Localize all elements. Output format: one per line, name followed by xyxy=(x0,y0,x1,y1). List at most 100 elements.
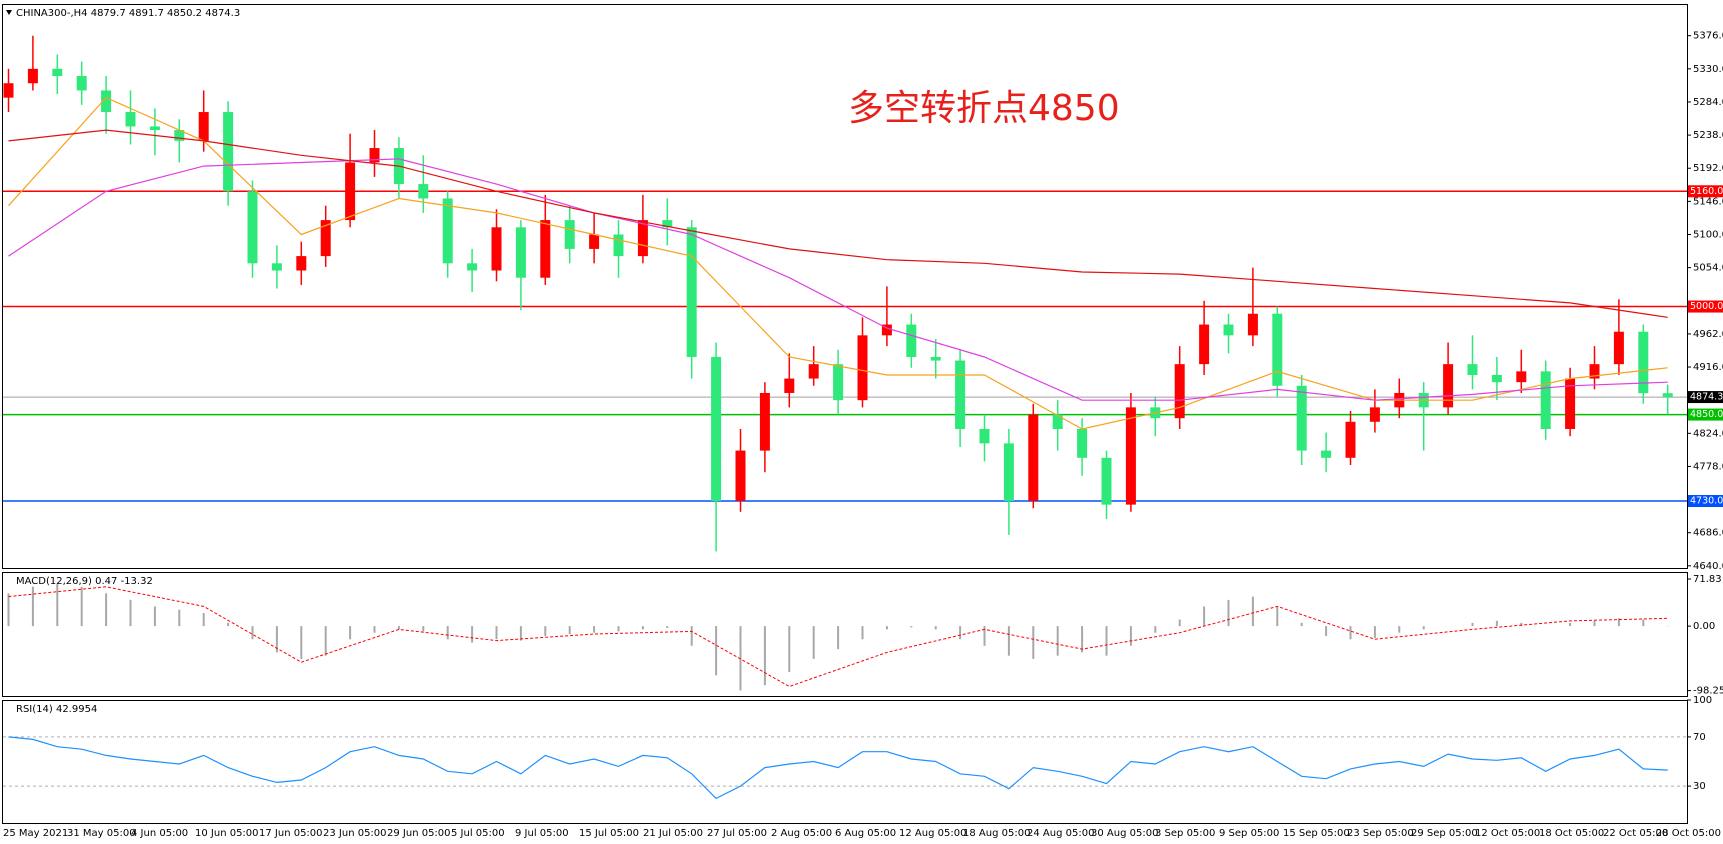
candle-body xyxy=(637,220,648,257)
x-tick-label: 6 Aug 05:00 xyxy=(835,828,896,839)
y-tick-label: 5284.0 xyxy=(1693,97,1723,108)
y-tick-label: 4778.0 xyxy=(1693,461,1723,472)
x-tick-label: 27 Jul 05:00 xyxy=(707,828,767,839)
candle-body xyxy=(735,450,746,502)
y-tick-label: -98.25 xyxy=(1693,686,1723,697)
x-tick-label: 3 Sep 05:00 xyxy=(1155,828,1215,839)
candle-body xyxy=(1369,407,1380,422)
x-tick-label: 28 Oct 05:00 xyxy=(1656,828,1721,839)
candle-body xyxy=(833,364,844,401)
candle-body xyxy=(1662,393,1673,398)
candle-body xyxy=(491,227,502,271)
candle-body xyxy=(979,428,990,444)
x-tick-label: 2 Aug 05:00 xyxy=(771,828,832,839)
level-label: 4874.3 xyxy=(1690,392,1723,403)
x-tick-label: 17 Jun 05:00 xyxy=(259,828,323,839)
x-tick-label: 4 Jun 05:00 xyxy=(131,828,188,839)
x-tick-label: 5 Jul 05:00 xyxy=(451,828,505,839)
y-tick-label: 4962.0 xyxy=(1693,329,1723,340)
x-tick-label: 31 May 05:00 xyxy=(67,828,136,839)
candle-body xyxy=(1516,371,1527,383)
rsi-panel xyxy=(2,700,1688,824)
x-tick-label: 18 Aug 05:00 xyxy=(963,828,1030,839)
y-tick-label: 4824.0 xyxy=(1693,428,1723,439)
y-tick-label: 5100.0 xyxy=(1693,229,1723,240)
candle-body xyxy=(1077,428,1088,458)
candle-body xyxy=(149,126,160,131)
candle-body xyxy=(1345,421,1356,458)
x-tick-label: 12 Aug 05:00 xyxy=(899,828,966,839)
y-tick-label: 71.83 xyxy=(1693,574,1722,585)
candle-body xyxy=(1540,371,1551,429)
moving-average xyxy=(8,96,1668,430)
x-tick-label: 12 Oct 05:00 xyxy=(1475,828,1540,839)
macd-signal xyxy=(8,586,1668,688)
x-tick-label: 10 Jun 05:00 xyxy=(195,828,259,839)
candle-body xyxy=(1589,364,1600,379)
y-tick-label: 5376.0 xyxy=(1693,31,1723,42)
y-tick-label: 5146.0 xyxy=(1693,196,1723,207)
candle-body xyxy=(784,378,795,393)
candle-body xyxy=(1199,324,1210,365)
candle-body xyxy=(1223,324,1234,336)
x-tick-label: 25 May 2021 xyxy=(3,828,68,839)
panel-title: RSI(14) 42.9954 xyxy=(16,704,97,715)
candle-body xyxy=(1247,313,1258,336)
y-tick-label: 70 xyxy=(1693,732,1706,743)
x-tick-label: 23 Sep 05:00 xyxy=(1347,828,1414,839)
x-tick-label: 9 Jul 05:00 xyxy=(515,828,569,839)
candle-body xyxy=(955,360,966,429)
panel-title: MACD(12,26,9) 0.47 -13.32 xyxy=(16,576,153,587)
candle-body xyxy=(76,76,87,91)
candle-body xyxy=(296,256,307,271)
level-label: 5160.0 xyxy=(1690,186,1723,197)
candle-body xyxy=(1491,374,1502,383)
candle-body xyxy=(515,227,526,278)
candle-body xyxy=(467,263,478,271)
candle-body xyxy=(906,324,917,357)
candle-body xyxy=(1613,331,1624,365)
x-tick-label: 24 Aug 05:00 xyxy=(1027,828,1094,839)
candle-body xyxy=(1467,364,1478,375)
level-label-bg xyxy=(1688,185,1723,198)
x-tick-label: 18 Oct 05:00 xyxy=(1539,828,1604,839)
candle-body xyxy=(442,198,453,264)
y-tick-label: 5054.0 xyxy=(1693,263,1723,274)
candle-body xyxy=(1296,385,1307,451)
level-label-bg xyxy=(1688,495,1723,508)
x-tick-label: 9 Sep 05:00 xyxy=(1219,828,1279,839)
candle-body xyxy=(589,234,600,249)
candle-body xyxy=(271,263,282,271)
y-tick-label: 5192.0 xyxy=(1693,163,1723,174)
x-tick-label: 21 Jul 05:00 xyxy=(643,828,703,839)
candle-body xyxy=(1443,364,1454,408)
main-panel xyxy=(2,4,1688,569)
candle-body xyxy=(1174,364,1185,419)
x-tick-label: 15 Jul 05:00 xyxy=(579,828,639,839)
x-tick-label: 29 Jun 05:00 xyxy=(387,828,451,839)
candle-body xyxy=(247,191,258,264)
candle-body xyxy=(711,356,722,502)
candle-body xyxy=(27,68,38,84)
candle-body xyxy=(759,392,770,451)
y-tick-label: 0.00 xyxy=(1693,621,1715,632)
level-label-bg xyxy=(1688,300,1723,313)
level-label: 4730.0 xyxy=(1690,496,1723,507)
annotation: 多空转折点4850 xyxy=(848,88,1120,129)
candle-body xyxy=(1125,407,1136,505)
candle-body xyxy=(320,220,331,257)
level-label-bg xyxy=(1688,408,1723,421)
candle-body xyxy=(125,112,136,127)
candle-body xyxy=(808,364,819,379)
x-tick-label: 23 Jun 05:00 xyxy=(323,828,387,839)
x-tick-label: 30 Aug 05:00 xyxy=(1091,828,1158,839)
candle-body xyxy=(930,356,941,361)
candle-body xyxy=(418,184,429,199)
panel-title: CHINA300-,H4 4879.7 4891.7 4850.2 4874.3 xyxy=(16,8,240,19)
moving-average xyxy=(8,129,1668,318)
y-tick-label: 30 xyxy=(1693,781,1706,792)
candle-body xyxy=(881,324,892,336)
candle-body xyxy=(101,90,112,113)
y-tick-label: 5238.0 xyxy=(1693,130,1723,141)
